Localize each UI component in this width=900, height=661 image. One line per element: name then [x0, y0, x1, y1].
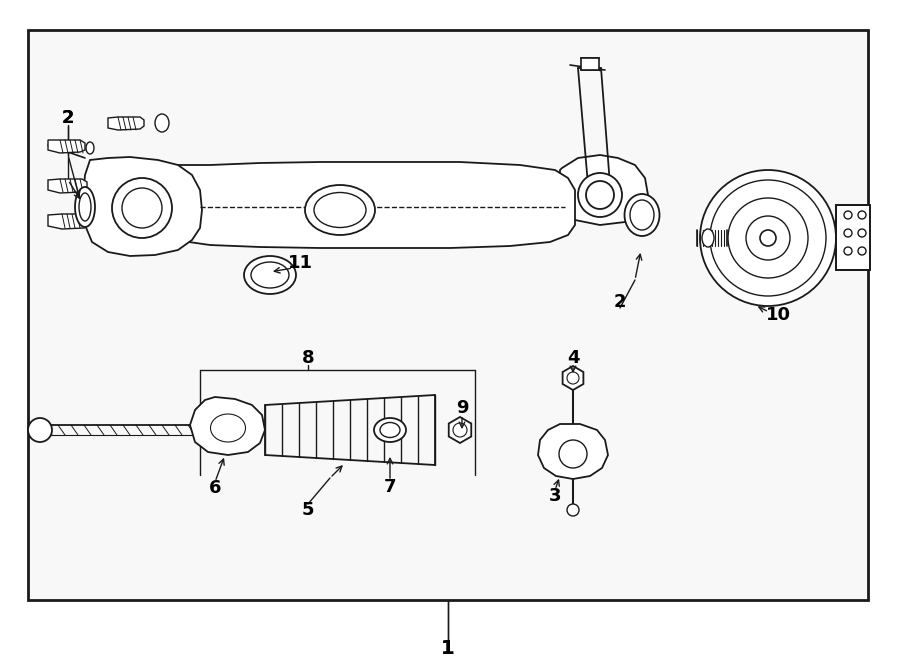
Ellipse shape: [244, 256, 296, 294]
Polygon shape: [48, 214, 89, 229]
Ellipse shape: [702, 229, 714, 247]
Polygon shape: [108, 117, 144, 130]
Ellipse shape: [858, 211, 866, 219]
Circle shape: [586, 181, 614, 209]
Circle shape: [567, 372, 579, 384]
Text: 6: 6: [209, 479, 221, 497]
Polygon shape: [190, 397, 265, 455]
Circle shape: [578, 173, 622, 217]
Circle shape: [746, 216, 790, 260]
Polygon shape: [48, 140, 85, 153]
Ellipse shape: [858, 229, 866, 237]
Circle shape: [453, 423, 467, 437]
Text: 2: 2: [62, 109, 74, 127]
Text: 4: 4: [567, 349, 580, 367]
Bar: [28, 30, 868, 600]
Circle shape: [760, 230, 776, 246]
Text: 8: 8: [302, 349, 314, 367]
Ellipse shape: [374, 418, 406, 442]
Polygon shape: [48, 179, 87, 193]
Circle shape: [700, 170, 836, 306]
Text: 5: 5: [302, 501, 314, 519]
Text: 1: 1: [441, 639, 454, 658]
Ellipse shape: [86, 142, 94, 154]
Text: 10: 10: [766, 306, 790, 324]
Ellipse shape: [211, 414, 246, 442]
Ellipse shape: [844, 211, 852, 219]
Ellipse shape: [844, 229, 852, 237]
Polygon shape: [538, 424, 608, 479]
Circle shape: [28, 418, 52, 442]
Polygon shape: [562, 366, 583, 390]
Ellipse shape: [314, 192, 366, 227]
Polygon shape: [449, 417, 472, 443]
Ellipse shape: [858, 247, 866, 255]
Circle shape: [567, 504, 579, 516]
Circle shape: [728, 198, 808, 278]
Text: 9: 9: [455, 399, 468, 417]
Text: 2: 2: [62, 109, 74, 127]
Ellipse shape: [155, 114, 169, 132]
Polygon shape: [83, 157, 202, 256]
Ellipse shape: [75, 187, 95, 227]
Text: 7: 7: [383, 478, 396, 496]
Bar: [581, 58, 599, 70]
Bar: [836, 205, 870, 270]
Ellipse shape: [251, 262, 289, 288]
Ellipse shape: [625, 194, 660, 236]
Text: 2: 2: [614, 293, 626, 311]
Circle shape: [122, 188, 162, 228]
Circle shape: [710, 180, 826, 296]
Polygon shape: [155, 162, 575, 248]
Text: 11: 11: [287, 254, 312, 272]
Ellipse shape: [79, 193, 91, 221]
Polygon shape: [560, 155, 648, 225]
Ellipse shape: [380, 422, 400, 438]
Ellipse shape: [305, 185, 375, 235]
Text: 1: 1: [441, 639, 454, 658]
Circle shape: [559, 440, 587, 468]
Text: 3: 3: [549, 487, 562, 505]
Ellipse shape: [844, 247, 852, 255]
Ellipse shape: [630, 200, 654, 230]
Circle shape: [112, 178, 172, 238]
